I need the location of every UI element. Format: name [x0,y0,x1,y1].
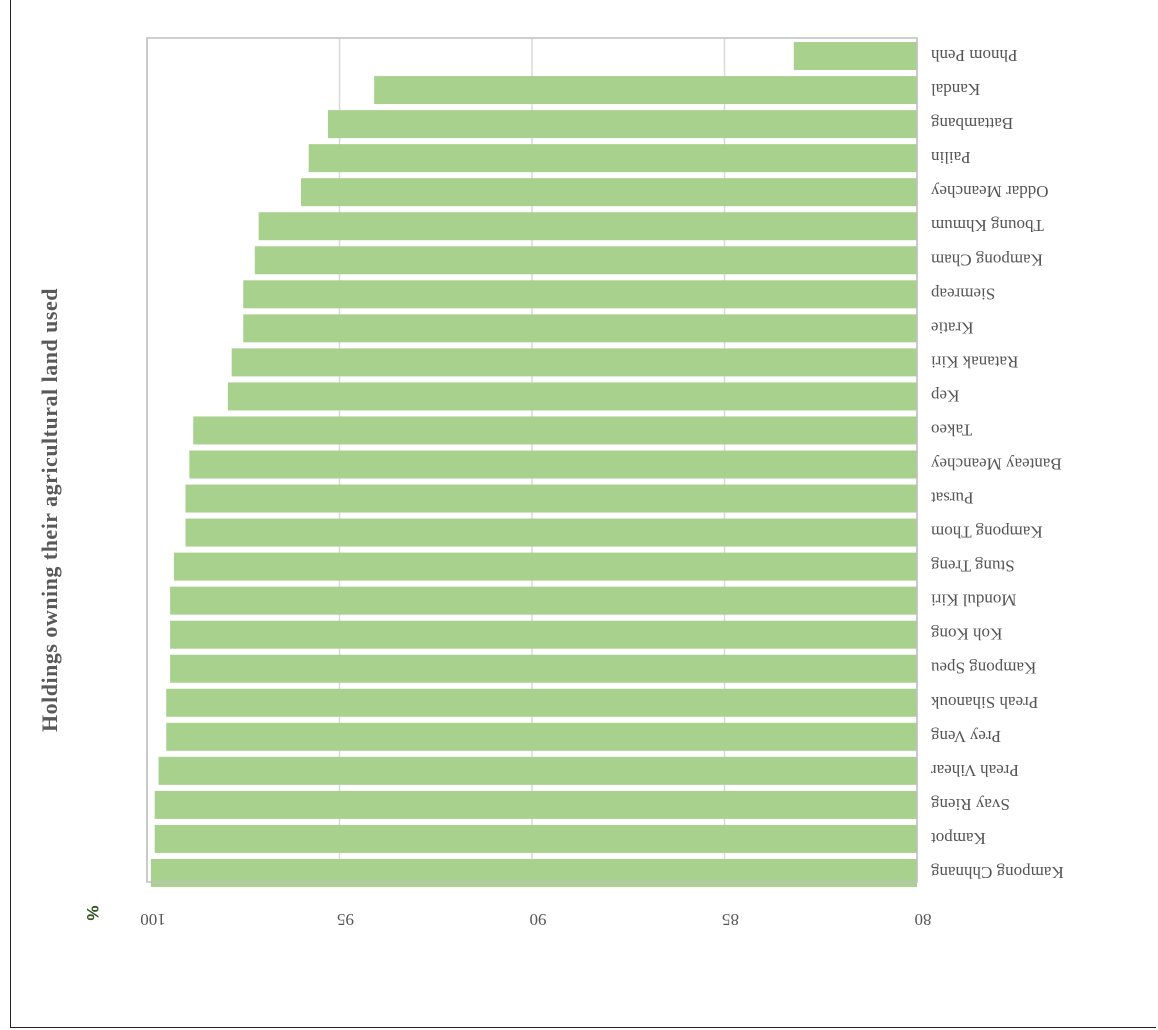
bar [301,178,917,207]
chart-title: Holdings owning their agricultural land … [37,288,62,732]
x-tick-labels: 80 85 90 95 100 [140,910,931,929]
plot-area-border [146,37,918,883]
category-label: Siemreap [931,284,995,303]
bar [189,450,918,479]
bar [254,246,918,275]
bar [154,824,917,853]
bar [193,416,917,445]
category-label: Ratanak Kiri [931,352,1019,371]
category-label: Svay Rieng [931,795,1010,814]
x-tick-label: 95 [337,910,354,929]
x-tick-label: 90 [530,910,547,929]
bar [154,790,917,819]
category-label: Pailin [931,148,971,167]
bar [308,144,917,173]
bar [173,552,917,581]
bar [258,212,917,241]
category-label: Stung Treng [931,557,1015,576]
bar [185,518,917,547]
bar [170,654,918,683]
unit-label: % [83,905,102,920]
bar [166,688,917,717]
x-tick-label: 80 [915,910,932,929]
bar [170,586,918,615]
category-label: Kampong Speu [931,659,1037,678]
category-label: Kandal [931,80,980,99]
x-tick-label: 85 [722,910,739,929]
chart-frame: 80 85 90 95 100 Kampong Chhnang Kampot Svay Ri… [10,0,1156,1028]
category-label: Kampot [931,829,986,848]
category-labels: Kampong Chhnang Kampot Svay Rieng Preah Vih… [931,46,1064,882]
bar [158,756,918,785]
bar [374,76,917,105]
category-label: Preah Vihear [931,761,1019,780]
category-label: Oddar Meanchey [931,182,1049,201]
bars [150,42,918,887]
category-label: Kampong Chhnang [931,863,1064,882]
bar [231,348,917,377]
category-label: Battambang [931,114,1014,133]
category-label: Banteay Meanchey [931,455,1062,474]
bar [185,484,917,513]
category-label: Kratie [931,318,973,337]
bar [327,110,917,139]
category-label: Koh Kong [931,625,1003,644]
category-label: Mondul Kiri [931,591,1017,610]
category-label: Prey Veng [931,727,1002,746]
category-label: Kep [931,386,959,405]
category-label: Pursat [931,489,974,508]
bar [170,620,918,649]
category-label: Phnom Penh [931,46,1018,65]
category-label: Takeo [931,420,972,439]
category-label: Preah Sihanouk [931,693,1039,712]
bar [166,722,917,751]
bar [793,42,917,71]
category-label: Kampong Thom [931,523,1043,542]
bar [243,314,917,343]
category-label: Kampong Cham [931,250,1043,269]
bar-chart: 80 85 90 95 100 Kampong Chhnang Kampot Svay Ri… [37,37,1064,929]
x-tick-label: 100 [140,910,166,929]
bar [150,858,918,887]
bar [227,382,918,411]
axes [146,37,918,883]
bar [243,280,917,309]
category-label: Tboung Khmum [931,216,1044,235]
